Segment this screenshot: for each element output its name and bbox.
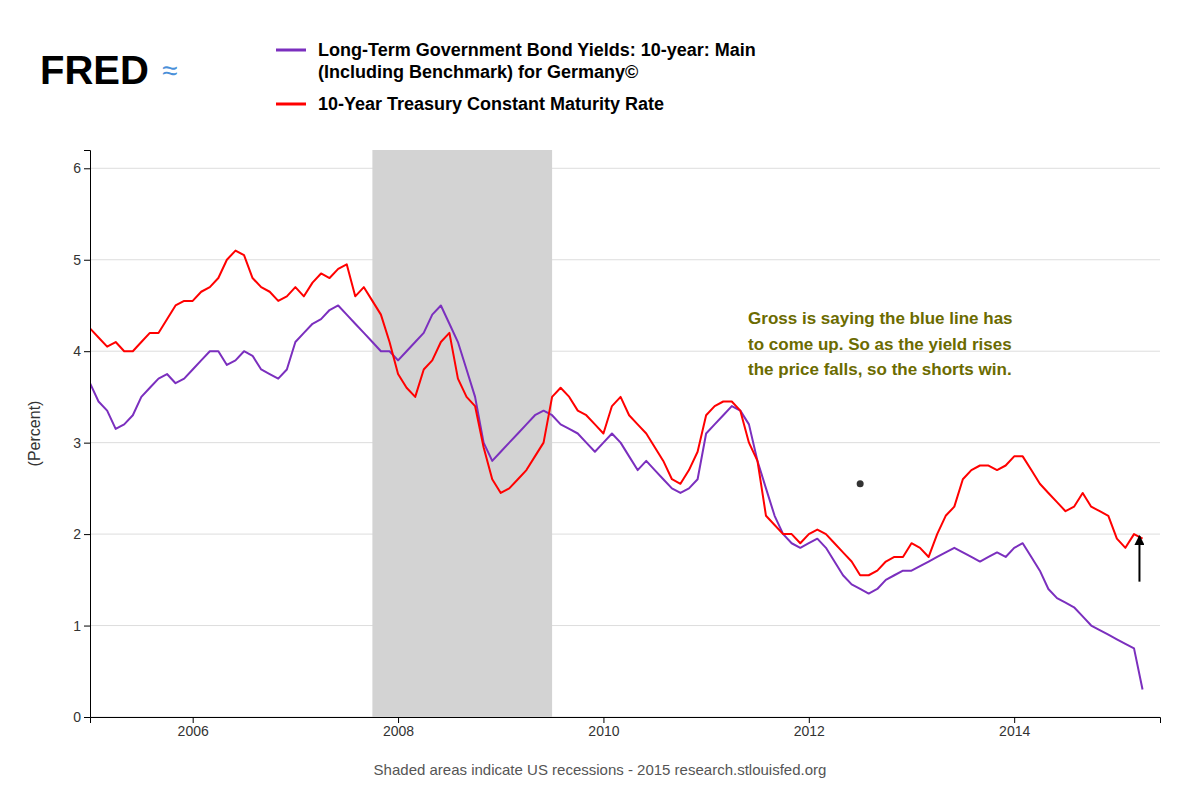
- legend-label-line: Long-Term Government Bond Yields: 10-yea…: [318, 40, 756, 60]
- grid-line: [90, 534, 1160, 535]
- logo-mark: ≈: [162, 55, 177, 86]
- series-line: [90, 305, 1143, 689]
- grid-line: [90, 259, 1160, 260]
- footnote: Shaded areas indicate US recessions - 20…: [374, 761, 827, 778]
- legend-label: Long-Term Government Bond Yields: 10-yea…: [318, 40, 756, 82]
- legend: Long-Term Government Bond Yields: 10-yea…: [276, 40, 756, 114]
- legend-swatch: [276, 49, 306, 52]
- x-tick: 2008: [383, 717, 414, 739]
- y-tick-label: 1: [73, 618, 81, 634]
- y-tick-label: 5: [73, 252, 81, 268]
- y-tick: 3: [73, 435, 90, 451]
- y-axis-title: (Percent): [26, 401, 43, 467]
- y-tick: 2: [73, 526, 90, 542]
- y-tick-mark: [84, 717, 90, 718]
- legend-label: 10-Year Treasury Constant Maturity Rate: [318, 94, 664, 114]
- y-tick-mark: [84, 351, 90, 352]
- legend-item: 10-Year Treasury Constant Maturity Rate: [276, 94, 664, 114]
- y-tick: 1: [73, 618, 90, 634]
- y-tick-mark: [84, 443, 90, 444]
- y-tick: 0: [73, 709, 90, 725]
- y-tick: 6: [73, 160, 90, 176]
- x-tick: 2006: [178, 717, 209, 739]
- grid-line: [90, 625, 1160, 626]
- grid-line: [90, 442, 1160, 443]
- chart: Gross is saying the blue line has to come…: [0, 0, 1200, 797]
- x-tick-label: 2008: [383, 723, 414, 739]
- plot-area: Gross is saying the blue line has to come…: [26, 150, 1161, 739]
- grid: [90, 168, 1160, 717]
- x-tick-label: 2006: [178, 723, 209, 739]
- series-line: [90, 251, 1143, 576]
- x-tick: 2014: [999, 717, 1030, 739]
- grid-line: [90, 168, 1160, 169]
- legend-label-line: 10-Year Treasury Constant Maturity Rate: [318, 94, 664, 114]
- legend-item: Long-Term Government Bond Yields: 10-yea…: [276, 40, 756, 82]
- x-tick: 2012: [794, 717, 825, 739]
- legend-swatch: [276, 103, 306, 106]
- y-tick-mark: [84, 626, 90, 627]
- x-tick-label: 2012: [794, 723, 825, 739]
- logo: FRED: [40, 48, 149, 92]
- annotation-line: to come up. So as the yield rises: [748, 335, 1012, 354]
- y-tick-mark: [84, 260, 90, 261]
- legend-label-line: (Including Benchmark) for Germany©: [318, 62, 638, 82]
- y-tick-mark: [84, 168, 90, 169]
- y-tick-label: 3: [73, 435, 81, 451]
- y-tick: 4: [73, 343, 90, 359]
- annotation-line: the price falls, so the shorts win.: [748, 360, 1012, 379]
- y-tick: 5: [73, 252, 90, 268]
- annotation-dot: [857, 480, 864, 487]
- y-tick-mark: [84, 534, 90, 535]
- y-tick-label: 0: [73, 709, 81, 725]
- data-layer: [90, 150, 1143, 717]
- annotation-text: Gross is saying the blue line has to come…: [748, 309, 1013, 379]
- x-tick-label: 2010: [588, 723, 619, 739]
- y-axis-line: [84, 151, 91, 718]
- y-tick-label: 6: [73, 160, 81, 176]
- x-axis: 2006 2008 2010 2012 2014: [91, 717, 1161, 739]
- x-tick: 2010: [588, 717, 619, 739]
- x-tick-label: 2014: [999, 723, 1030, 739]
- y-tick-label: 2: [73, 526, 81, 542]
- annotation-arrow: [1138, 536, 1140, 582]
- annotation-line: Gross is saying the blue line has: [748, 309, 1013, 328]
- y-tick-label: 4: [73, 343, 81, 359]
- y-axis: 0 1 2 3 4 5 6: [73, 151, 90, 725]
- recession-shading: [372, 150, 552, 717]
